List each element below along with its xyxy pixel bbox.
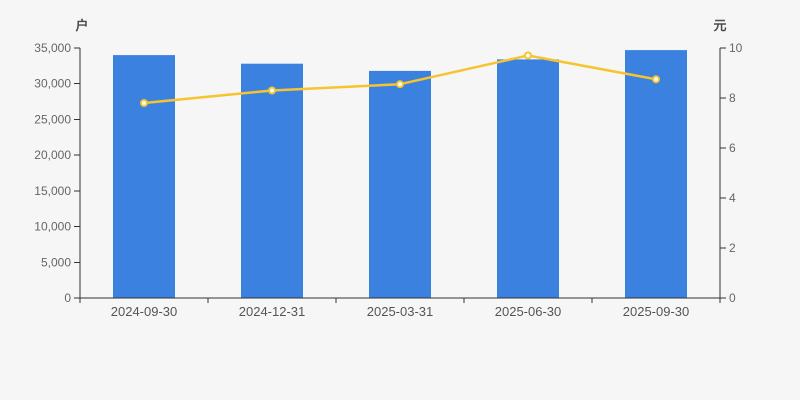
x-tick-label: 2024-12-31 [239,304,306,319]
right-y-tick-label: 0 [729,291,736,305]
right-y-tick-label: 2 [729,241,736,255]
line-point-2025-06-30[interactable] [524,51,532,60]
left-y-tick-label: 15,000 [34,184,71,198]
x-tick-label: 2025-09-30 [623,304,690,319]
bar-2024-12-31[interactable] [241,63,303,299]
left-y-tick-label: 25,000 [34,112,71,126]
right-y-tick-label: 8 [729,91,736,105]
left-y-tick-label: 0 [64,291,71,305]
left-axis-unit-label: 户 [75,18,89,33]
right-axis-unit-label: 元 [713,18,727,33]
line-point-2025-09-30[interactable] [652,75,660,84]
right-y-tick-label: 4 [729,191,736,205]
bar-2024-09-30[interactable] [113,55,175,298]
line-point-2024-12-31[interactable] [268,86,276,95]
bar-2025-09-30[interactable] [625,50,687,298]
line-point-2025-03-31[interactable] [396,80,404,89]
bar-2025-03-31[interactable] [369,70,431,299]
left-y-tick-label: 20,000 [34,148,71,162]
x-tick-label: 2025-03-31 [367,304,434,319]
left-y-tick-label: 30,000 [34,77,71,91]
bar-2025-06-30[interactable] [497,59,559,299]
x-tick-label: 2025-06-30 [495,304,562,319]
right-y-tick-label: 6 [729,141,736,155]
left-y-tick-label: 35,000 [34,41,71,55]
right-y-tick-label: 10 [729,41,743,55]
x-tick-label: 2024-09-30 [111,304,178,319]
line-point-2024-09-30[interactable] [140,99,148,107]
left-y-tick-label: 5,000 [41,255,71,269]
left-y-tick-label: 10,000 [34,220,71,234]
